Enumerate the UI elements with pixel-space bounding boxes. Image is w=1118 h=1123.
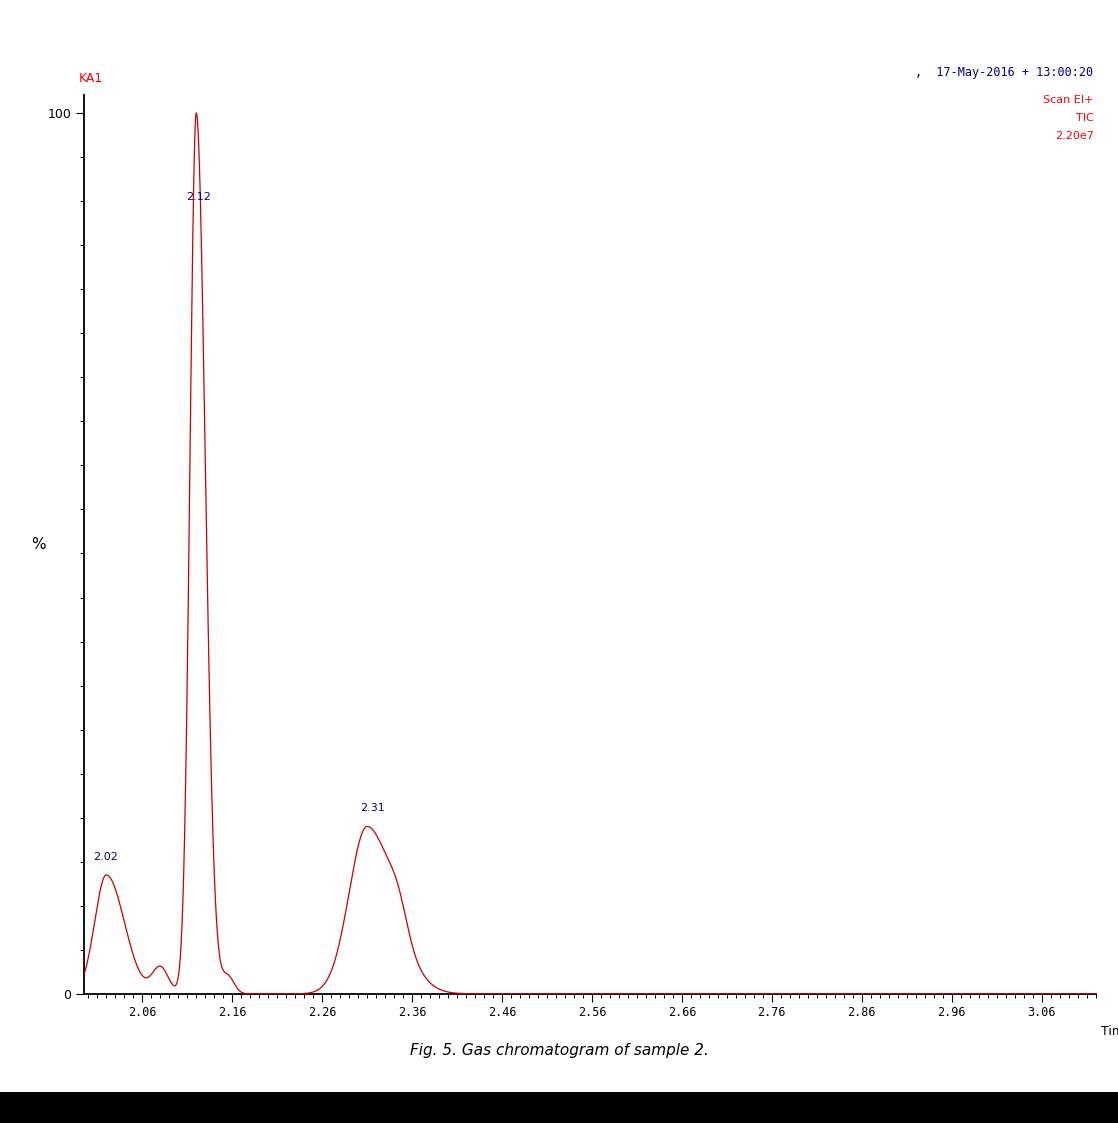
Text: 2.31: 2.31 [360,803,385,813]
Text: ,  17-May-2016 + 13:00:20: , 17-May-2016 + 13:00:20 [916,66,1093,80]
Text: %: % [31,537,46,553]
Text: 2.12: 2.12 [187,192,211,202]
Text: TIC: TIC [1076,113,1093,124]
Text: Fig. 5. Gas chromatogram of sample 2.: Fig. 5. Gas chromatogram of sample 2. [409,1042,709,1058]
Text: KA1: KA1 [78,72,103,84]
Text: 2.02: 2.02 [93,851,117,861]
Text: Time: Time [1101,1025,1118,1039]
Text: Scan EI+: Scan EI+ [1043,95,1093,106]
Text: 2.20e7: 2.20e7 [1054,131,1093,141]
